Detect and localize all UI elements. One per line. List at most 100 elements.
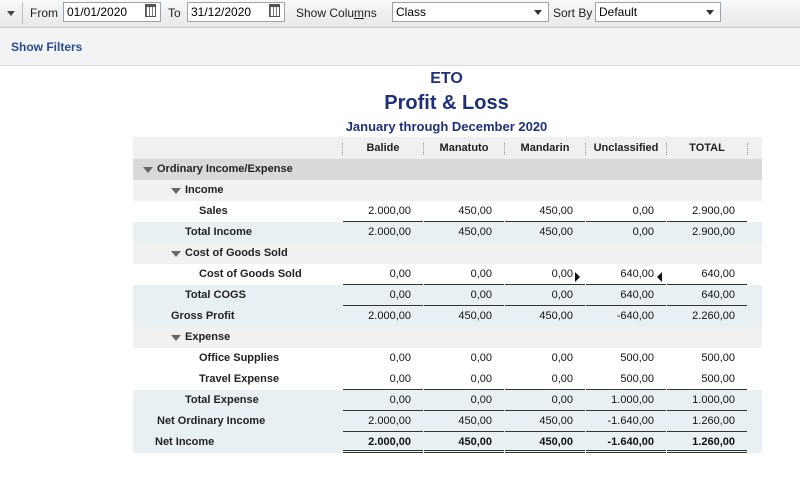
total-row-gross-profit[interactable]: Gross Profit 2.000,00 450,00 450,00 -640… xyxy=(133,306,762,327)
amount-cell[interactable]: 0,00 xyxy=(343,394,423,411)
amount-cell[interactable]: 2.900,00 xyxy=(692,226,735,238)
sort-by-select[interactable]: Default xyxy=(595,2,721,22)
collapse-triangle-icon[interactable] xyxy=(171,251,181,257)
amount-cell[interactable]: 1.000,00 xyxy=(586,394,666,411)
total-row-net-income[interactable]: Net Income 2.000,00 450,00 450,00 -1.640… xyxy=(133,432,762,453)
amount-cell-selected[interactable]: 640,00 xyxy=(586,268,666,285)
amount-cell[interactable]: 1.000,00 xyxy=(667,394,747,411)
amount-cell[interactable]: 0,00 xyxy=(586,205,666,222)
amount-cell[interactable]: 2.000,00 xyxy=(343,415,423,432)
amount-cell[interactable]: 500,00 xyxy=(586,373,666,390)
amount-cell[interactable]: 450,00 xyxy=(505,415,585,432)
amount-cell[interactable]: 450,00 xyxy=(458,226,492,238)
quickzoom-left-icon xyxy=(657,272,662,282)
amount-cell[interactable]: 0,00 xyxy=(505,394,585,411)
amount-cell[interactable]: 0,00 xyxy=(424,268,504,285)
collapse-triangle-icon[interactable] xyxy=(171,188,181,194)
row-label: Net Ordinary Income xyxy=(157,415,266,427)
amount-cell[interactable]: 0,00 xyxy=(505,268,585,285)
account-row-cogs[interactable]: Cost of Goods Sold 0,00 0,00 0,00 640,00… xyxy=(133,264,762,285)
column-header-mandarin[interactable]: Mandarin xyxy=(520,142,570,154)
amount-cell[interactable]: 1.260,00 xyxy=(667,415,747,432)
column-header-balide[interactable]: Balide xyxy=(366,142,400,154)
column-header-total[interactable]: TOTAL xyxy=(689,142,725,154)
amount-cell[interactable]: -1.640,00 xyxy=(586,436,666,453)
amount-cell[interactable]: 0,00 xyxy=(343,268,423,285)
amount-cell[interactable]: 0,00 xyxy=(470,352,492,364)
column-divider[interactable] xyxy=(342,143,344,155)
amount-cell[interactable]: 0,00 xyxy=(505,289,585,306)
amount-cell[interactable]: 450,00 xyxy=(505,205,585,222)
calendar-icon[interactable] xyxy=(145,4,156,17)
total-row-cogs[interactable]: Total COGS 0,00 0,00 0,00 640,00 640,00 xyxy=(133,285,762,306)
account-row-sales[interactable]: Sales 2.000,00 450,00 450,00 0,00 2.900,… xyxy=(133,201,762,222)
amount-cell[interactable]: 0,00 xyxy=(551,352,573,364)
account-row-travel-expense[interactable]: Travel Expense 0,00 0,00 0,00 500,00 500… xyxy=(133,369,762,390)
show-columns-label: Show Columns xyxy=(296,6,377,20)
column-header-unclassified[interactable]: Unclassified xyxy=(593,142,659,154)
column-divider[interactable] xyxy=(747,143,749,155)
amount-cell[interactable]: -1.640,00 xyxy=(586,415,666,432)
show-columns-select[interactable]: Class xyxy=(392,2,549,22)
column-divider[interactable] xyxy=(585,143,587,155)
from-date-input[interactable]: 01/01/2020 xyxy=(63,2,161,22)
column-header-row: Balide Manatuto Mandarin Unclassified TO… xyxy=(133,137,762,159)
calendar-icon[interactable] xyxy=(269,4,280,17)
amount-cell[interactable]: 450,00 xyxy=(424,415,504,432)
amount-cell[interactable]: 2.900,00 xyxy=(667,205,747,222)
total-row-net-ordinary-income[interactable]: Net Ordinary Income 2.000,00 450,00 450,… xyxy=(133,411,762,432)
column-divider[interactable] xyxy=(504,143,506,155)
section-row-income[interactable]: Income xyxy=(133,180,762,201)
column-divider[interactable] xyxy=(666,143,668,155)
chevron-down-icon xyxy=(706,10,714,15)
row-label: Income xyxy=(185,184,224,196)
amount-cell[interactable]: 1.260,00 xyxy=(667,436,747,453)
row-label: Total COGS xyxy=(185,289,246,301)
total-row-income[interactable]: Total Income 2.000,00 450,00 450,00 0,00… xyxy=(133,222,762,243)
amount-cell[interactable]: 2.000,00 xyxy=(343,436,423,453)
amount-cell[interactable]: 0,00 xyxy=(389,352,411,364)
amount-cell[interactable]: 500,00 xyxy=(620,352,654,364)
amount-cell[interactable]: 0,00 xyxy=(424,394,504,411)
to-label: To xyxy=(168,6,181,20)
amount-cell[interactable]: 640,00 xyxy=(667,268,747,285)
amount-cell[interactable]: 450,00 xyxy=(505,436,585,453)
show-columns-value: Class xyxy=(396,5,427,19)
collapse-triangle-icon[interactable] xyxy=(171,335,181,341)
amount-cell[interactable]: 500,00 xyxy=(701,352,735,364)
section-row-cogs[interactable]: Cost of Goods Sold xyxy=(133,243,762,264)
amount-cell[interactable]: 2.260,00 xyxy=(692,310,735,322)
collapse-triangle-icon[interactable] xyxy=(143,167,153,173)
dates-dropdown[interactable] xyxy=(0,2,23,24)
amount-cell[interactable]: 450,00 xyxy=(539,226,573,238)
amount-cell[interactable]: 0,00 xyxy=(424,289,504,306)
amount-cell[interactable]: -640,00 xyxy=(616,310,654,322)
column-divider[interactable] xyxy=(423,143,425,155)
row-label: Gross Profit xyxy=(171,310,235,322)
amount-cell[interactable]: 640,00 xyxy=(586,289,666,306)
amount-cell[interactable]: 0,00 xyxy=(632,226,654,238)
amount-cell[interactable]: 0,00 xyxy=(343,289,423,306)
amount-cell[interactable]: 450,00 xyxy=(539,310,573,322)
account-row-office-supplies[interactable]: Office Supplies 0,00 0,00 0,00 500,00 50… xyxy=(133,348,762,369)
amount-cell[interactable]: 500,00 xyxy=(667,373,747,390)
amount-cell[interactable]: 2.000,00 xyxy=(368,310,411,322)
amount-cell[interactable]: 450,00 xyxy=(458,310,492,322)
column-header-manatuto[interactable]: Manatuto xyxy=(439,142,489,154)
amount-cell[interactable]: 640,00 xyxy=(667,289,747,306)
amount-cell[interactable]: 2.000,00 xyxy=(343,205,423,222)
amount-cell[interactable]: 450,00 xyxy=(424,436,504,453)
amount-cell[interactable]: 450,00 xyxy=(424,205,504,222)
total-row-expense[interactable]: Total Expense 0,00 0,00 0,00 1.000,00 1.… xyxy=(133,390,762,411)
section-row-ordinary-income-expense[interactable]: Ordinary Income/Expense xyxy=(133,159,762,180)
amount-cell[interactable]: 0,00 xyxy=(424,373,504,390)
amount-cell[interactable]: 0,00 xyxy=(343,373,423,390)
from-date-value: 01/01/2020 xyxy=(67,5,128,19)
section-row-expense[interactable]: Expense xyxy=(133,327,762,348)
row-label: Sales xyxy=(199,205,228,217)
show-filters-link[interactable]: Show Filters xyxy=(11,40,83,54)
to-date-input[interactable]: 31/12/2020 xyxy=(187,2,285,22)
amount-cell[interactable]: 0,00 xyxy=(505,373,585,390)
sort-by-label: Sort By xyxy=(553,6,593,20)
amount-cell[interactable]: 2.000,00 xyxy=(368,226,411,238)
